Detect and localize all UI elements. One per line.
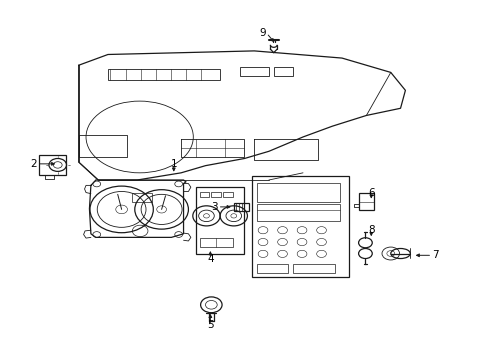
Text: 8: 8	[367, 225, 374, 235]
Text: 9: 9	[259, 28, 266, 38]
Bar	[256, 264, 288, 273]
Bar	[195, 187, 244, 253]
Text: 1: 1	[170, 159, 177, 169]
Bar	[223, 192, 232, 197]
Bar	[199, 238, 232, 247]
Bar	[358, 193, 373, 211]
Text: 7: 7	[431, 250, 438, 260]
Text: 4: 4	[206, 254, 213, 264]
Bar	[132, 193, 152, 202]
Bar	[233, 203, 249, 211]
Bar	[256, 183, 339, 202]
Bar	[293, 264, 334, 273]
Bar	[199, 192, 209, 197]
Bar	[273, 67, 293, 76]
Text: 6: 6	[367, 188, 374, 198]
Bar	[39, 154, 65, 175]
Bar	[256, 204, 339, 221]
Text: 5: 5	[206, 320, 213, 330]
Bar	[211, 192, 221, 197]
Text: 3: 3	[211, 202, 217, 212]
Bar	[108, 69, 220, 80]
Bar	[239, 67, 268, 76]
Bar	[251, 176, 348, 277]
Text: 2: 2	[31, 159, 37, 169]
